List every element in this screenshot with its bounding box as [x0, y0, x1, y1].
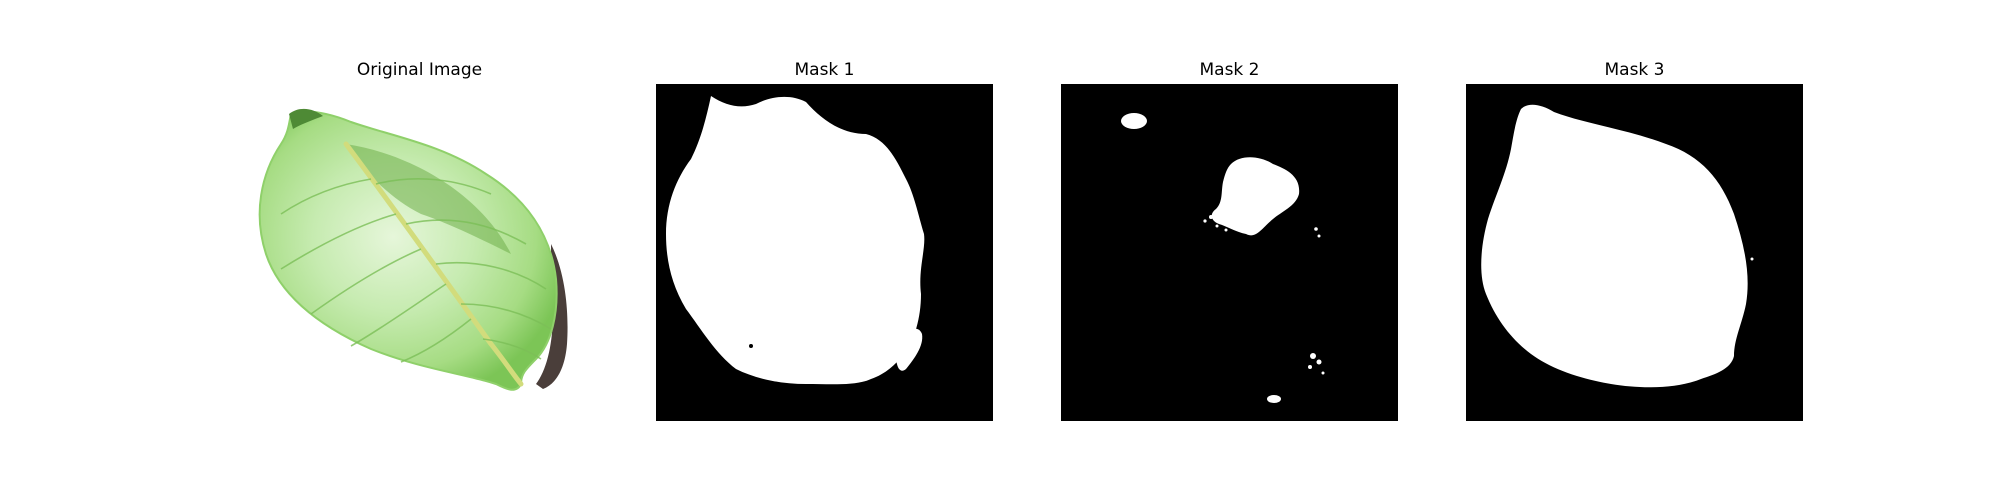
leaf-dark-zone [346, 144, 511, 254]
panel-title: Mask 3 [1604, 60, 1665, 80]
mask-1-region [666, 96, 925, 385]
mask-3-image [1466, 84, 1803, 421]
mask-3-region [1481, 104, 1748, 388]
mask-1-image [656, 84, 993, 421]
panel-mask-1: Mask 1 [656, 58, 993, 423]
mask-3 [1466, 84, 1803, 421]
mask-2-image [1061, 84, 1398, 421]
mask-1 [656, 84, 993, 421]
mask-background [1061, 84, 1398, 421]
panel-title: Mask 2 [1199, 60, 1260, 80]
panel-mask-2: Mask 2 [1061, 58, 1398, 423]
leaf-shadow [536, 244, 568, 389]
original-leaf-image [251, 84, 588, 421]
leaf-veins [280, 178, 552, 363]
mask-2-blob-small [1121, 113, 1147, 129]
mask-3-speck [1750, 257, 1754, 261]
panel-title: Mask 1 [794, 60, 855, 80]
mask-1-hole [749, 344, 753, 348]
panel-original-image: Original Image [251, 58, 588, 423]
leaf-photo [251, 84, 588, 421]
leaf-tip [289, 108, 323, 129]
panel-mask-3: Mask 3 [1466, 58, 1803, 423]
mask-2 [1061, 84, 1398, 421]
mask-1-fragment [895, 328, 923, 371]
mask-2-blob-main [1211, 157, 1300, 236]
mask-2-specks [1203, 215, 1325, 403]
panel-title: Original Image [356, 60, 483, 80]
